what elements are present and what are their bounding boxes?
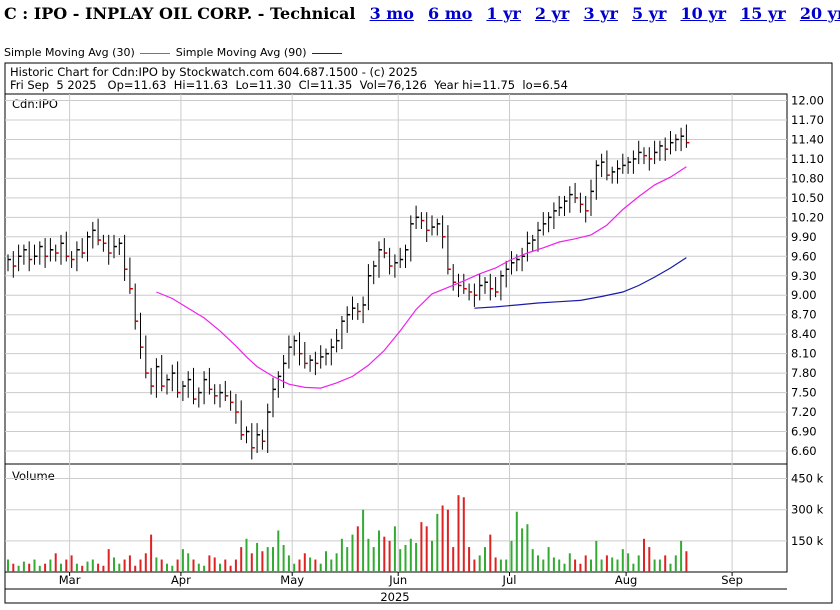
chart-header: C : IPO - INPLAY OIL CORP. - Technical 3… bbox=[4, 4, 840, 30]
range-link-3yr[interactable]: 3 yr bbox=[583, 4, 618, 23]
price-tick-label: 7.50 bbox=[791, 386, 817, 400]
month-label: Jul bbox=[502, 573, 517, 587]
price-tick-label: 7.80 bbox=[791, 366, 817, 380]
month-label: Sep bbox=[721, 573, 743, 587]
price-tick-label: 6.60 bbox=[791, 444, 817, 458]
grid-layer bbox=[5, 94, 787, 572]
indicator-legend: Simple Moving Avg (30) Simple Moving Avg… bbox=[4, 46, 344, 59]
price-tick-label: 11.40 bbox=[791, 132, 824, 146]
volume-bars bbox=[7, 495, 688, 572]
range-link-3mo[interactable]: 3 mo bbox=[369, 4, 414, 23]
price-tick-label: 9.60 bbox=[791, 249, 817, 263]
sma90-line bbox=[474, 257, 687, 309]
range-link-15yr[interactable]: 15 yr bbox=[740, 4, 786, 23]
price-tick-label: 6.90 bbox=[791, 425, 817, 439]
price-panel bbox=[4, 93, 788, 465]
price-tick-label: 11.70 bbox=[791, 113, 824, 127]
range-link-1yr[interactable]: 1 yr bbox=[486, 4, 521, 23]
sma-lines bbox=[156, 166, 687, 389]
volume-axis: 450 k 300 k 150 k bbox=[791, 472, 824, 548]
ohlc-bars bbox=[7, 124, 690, 460]
price-tick-label: 11.10 bbox=[791, 152, 824, 166]
price-tick-label: 10.20 bbox=[791, 210, 824, 224]
legend-sma30-swatch bbox=[140, 52, 171, 54]
info-line-1: Historic Chart for Cdn:IPO by Stockwatch… bbox=[10, 65, 418, 79]
symbol-label: Cdn:IPO bbox=[12, 97, 58, 111]
price-tick-label: 8.40 bbox=[791, 327, 817, 341]
price-tick-label: 8.70 bbox=[791, 308, 817, 322]
range-link-10yr[interactable]: 10 yr bbox=[680, 4, 727, 23]
price-tick-label: 10.50 bbox=[791, 191, 824, 205]
month-label: Mar bbox=[59, 573, 81, 587]
legend-sma90-label: Simple Moving Avg (90) bbox=[175, 46, 307, 59]
sma30-line bbox=[156, 166, 687, 389]
month-label: Aug bbox=[615, 573, 637, 587]
month-axis: Mar Apr May Jun Jul Aug Sep bbox=[59, 572, 743, 587]
legend-sma30-label: Simple Moving Avg (30) bbox=[4, 46, 135, 59]
volume-tick-label: 150 k bbox=[791, 534, 824, 548]
month-label: Jun bbox=[388, 573, 407, 587]
price-tick-label: 9.00 bbox=[791, 288, 817, 302]
price-tick-label: 8.10 bbox=[791, 347, 817, 361]
price-tick-label: 9.30 bbox=[791, 269, 817, 283]
price-axis: 12.00 11.70 11.40 11.10 10.80 10.50 10.20 9.90 9… bbox=[791, 93, 824, 458]
month-label: Apr bbox=[171, 573, 191, 587]
volume-panel-label: Volume bbox=[12, 469, 55, 483]
price-tick-label: 7.20 bbox=[791, 405, 817, 419]
price-tick-label: 12.00 bbox=[791, 93, 824, 107]
legend-sma90-swatch bbox=[312, 52, 342, 54]
page-title: C : IPO - INPLAY OIL CORP. - Technical bbox=[4, 4, 356, 23]
range-link-6mo[interactable]: 6 mo bbox=[427, 4, 473, 23]
price-tick-label: 9.90 bbox=[791, 230, 817, 244]
price-tick-label: 10.80 bbox=[791, 171, 824, 185]
month-label: May bbox=[280, 573, 304, 587]
range-link-2yr[interactable]: 2 yr bbox=[534, 4, 570, 23]
range-link-20yr[interactable]: 20 yr bbox=[799, 4, 840, 23]
range-link-5yr[interactable]: 5 yr bbox=[631, 4, 667, 23]
volume-tick-label: 300 k bbox=[791, 503, 824, 517]
year-label: 2025 bbox=[380, 590, 409, 604]
volume-panel bbox=[4, 463, 788, 573]
info-line-2: Fri Sep 5 2025 Op=11.63 Hi=11.63 Lo=11.3… bbox=[10, 78, 568, 92]
volume-tick-label: 450 k bbox=[791, 472, 824, 486]
